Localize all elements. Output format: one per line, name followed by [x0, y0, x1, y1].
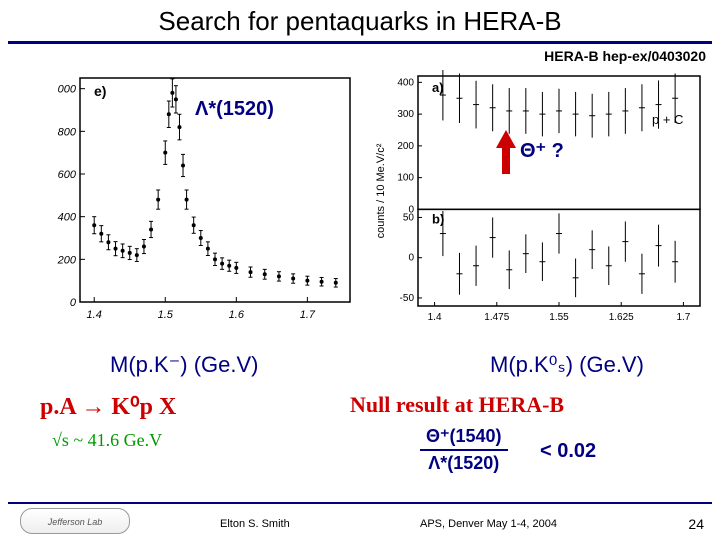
title-underline [8, 41, 712, 44]
svg-text:50: 50 [403, 212, 415, 223]
ratio-fraction: Θ⁺(1540) Λ*(1520) [420, 426, 508, 474]
svg-text:400: 400 [397, 77, 414, 88]
svg-text:1.4: 1.4 [428, 312, 442, 323]
svg-text:0: 0 [70, 297, 77, 309]
svg-text:1.625: 1.625 [609, 312, 634, 323]
svg-text:200: 200 [397, 141, 414, 152]
reference-text: HERA-B hep-ex/0403020 [544, 48, 706, 64]
ratio-rhs: < 0.02 [540, 440, 596, 463]
ratio-denominator: Λ*(1520) [420, 453, 508, 474]
svg-text:200: 200 [57, 254, 77, 266]
svg-text:1.7: 1.7 [676, 312, 690, 323]
lambda-1520-label: Λ*(1520) [195, 98, 274, 121]
footer-line [8, 502, 712, 504]
svg-text:1.475: 1.475 [484, 312, 509, 323]
right-scatter-plot: counts / 10 Me.V/c² 0 100 200 300 400 a) p + C -… [370, 70, 710, 330]
svg-text:300: 300 [397, 109, 414, 120]
svg-text:a): a) [432, 80, 444, 95]
chart-area: 0 200 400 600 800 000 1.4 1.5 1.6 1.7 e) counts / … [0, 70, 720, 340]
svg-text:1.4: 1.4 [87, 309, 102, 321]
slide-title: Search for pentaquarks in HERA-B [0, 0, 720, 41]
svg-text:600: 600 [58, 169, 77, 181]
svg-text:1.6: 1.6 [229, 309, 245, 321]
svg-text:e): e) [94, 83, 106, 99]
ratio-numerator: Θ⁺(1540) [420, 426, 508, 447]
null-result-text: Null result at HERA-B [350, 392, 564, 418]
svg-text:100: 100 [397, 173, 414, 184]
footer-author: Elton S. Smith [220, 518, 290, 530]
sqrt-s-text: √s ~ 41.6 Ge.V [52, 430, 162, 451]
svg-text:counts / 10 Me.V/c²: counts / 10 Me.V/c² [375, 143, 387, 238]
x-axis-label-left: M(p.K⁻) (Ge.V) [110, 352, 259, 378]
svg-text:1.7: 1.7 [300, 309, 316, 321]
svg-text:0: 0 [408, 253, 414, 264]
svg-text:800: 800 [58, 126, 77, 138]
svg-text:1.55: 1.55 [549, 312, 569, 323]
svg-text:000: 000 [58, 84, 77, 96]
svg-text:400: 400 [58, 212, 77, 224]
svg-text:p + C: p + C [652, 112, 683, 127]
jefferson-lab-logo: Jefferson Lab [20, 508, 130, 534]
x-axis-label-right: M(p.K⁰ₛ) (Ge.V) [490, 352, 644, 378]
ratio-line [420, 449, 508, 451]
reaction-text: p.A → K⁰p X [40, 392, 176, 421]
footer-venue: APS, Denver May 1-4, 2004 [420, 518, 557, 530]
slide-number: 24 [688, 516, 704, 532]
theta-plus-label: Θ⁺ ? [520, 138, 564, 163]
theta-arrow-stem [502, 146, 510, 174]
svg-text:-50: -50 [400, 293, 415, 304]
svg-text:1.5: 1.5 [158, 309, 174, 321]
